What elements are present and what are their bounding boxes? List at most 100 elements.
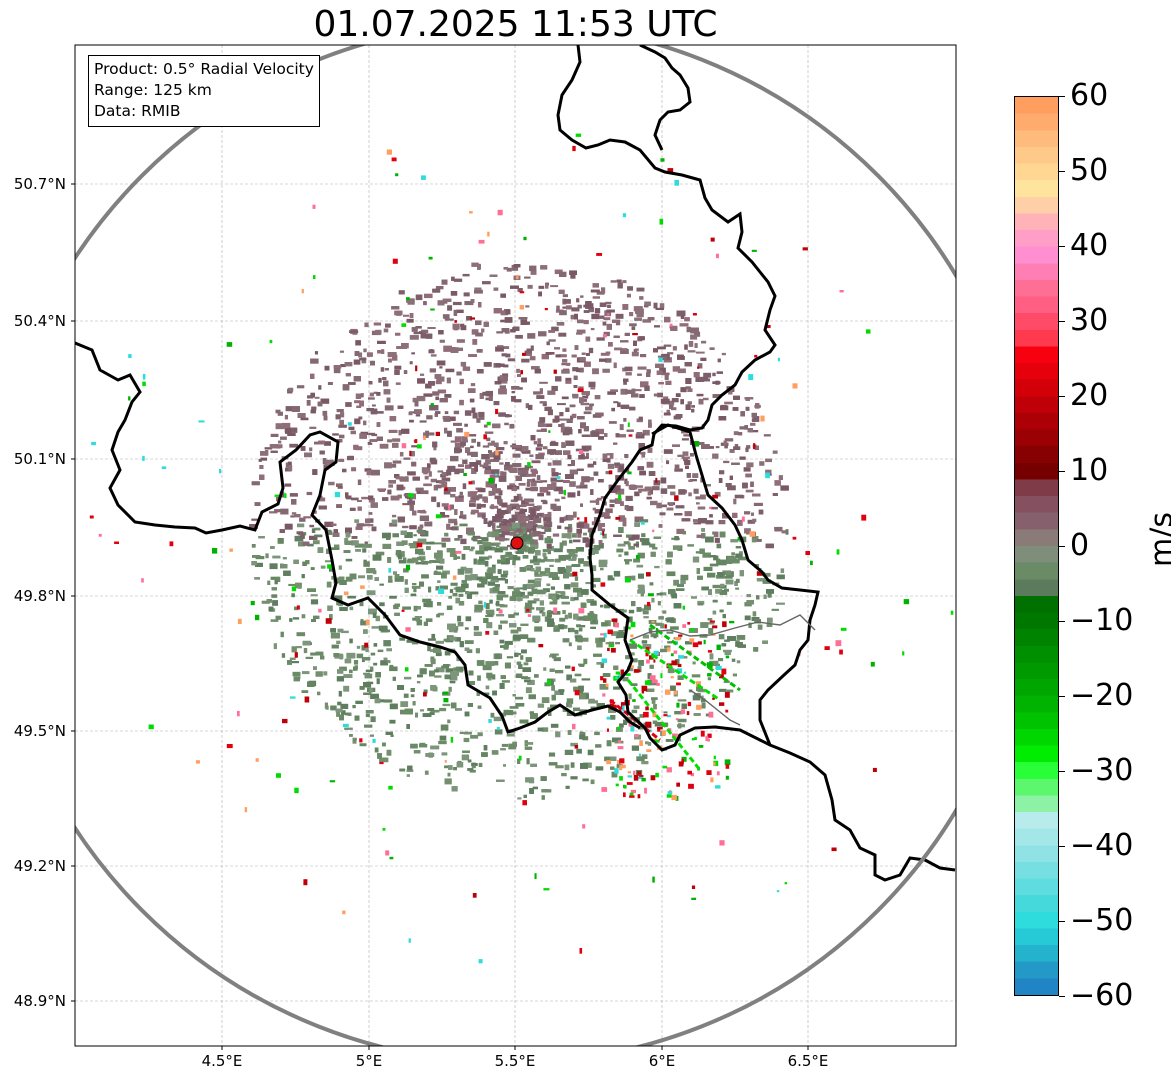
echo-cell <box>538 291 542 297</box>
echo-cell <box>504 579 508 584</box>
echo-cell <box>641 533 646 538</box>
echo-cell <box>613 362 617 369</box>
echo-cell <box>557 403 566 406</box>
echo-cell <box>576 485 583 489</box>
echo-cell <box>370 666 374 672</box>
echo-cell <box>433 446 437 451</box>
echo-cell <box>625 389 635 394</box>
echo-cell <box>469 548 474 552</box>
echo-cell <box>328 481 335 486</box>
echo-cell <box>567 492 576 498</box>
echo-cell <box>702 552 711 558</box>
echo-cell <box>459 667 463 670</box>
echo-cell <box>485 661 495 666</box>
echo-cell <box>563 299 571 304</box>
echo-cell <box>588 381 596 388</box>
echo-cell <box>559 354 567 358</box>
echo-cell <box>277 411 283 416</box>
echo-cell <box>494 495 502 500</box>
echo-cell <box>380 660 388 666</box>
echo-cell <box>480 556 490 560</box>
echo-cell <box>499 523 506 527</box>
echo-cell <box>556 479 564 483</box>
echo-cell <box>435 396 439 401</box>
echo-cell <box>577 645 582 650</box>
echo-cell <box>544 537 549 543</box>
echo-cell <box>411 352 415 355</box>
echo-cell <box>638 336 645 341</box>
echo-cell <box>386 537 391 540</box>
echo-cell <box>555 591 565 594</box>
echo-cell <box>657 601 661 606</box>
echo-cell <box>585 694 589 699</box>
echo-cell <box>421 329 429 334</box>
echo-cell <box>366 568 376 574</box>
echo-cell <box>684 511 692 517</box>
echo-cell <box>519 446 529 452</box>
echo-cell <box>561 533 569 539</box>
echo-cell <box>284 414 288 420</box>
echo-cell <box>542 789 552 793</box>
echo-cell <box>533 555 538 562</box>
echo-cell <box>609 504 615 508</box>
echo-cell <box>461 553 466 560</box>
echo-cell <box>581 445 589 452</box>
echo-cell <box>685 404 691 410</box>
echo-cell <box>270 576 280 580</box>
echo-cell <box>687 401 692 405</box>
echo-cell <box>475 648 480 654</box>
echo-cell <box>536 607 545 611</box>
echo-cell <box>251 481 260 486</box>
echo-cell <box>565 440 575 446</box>
echo-cell <box>521 504 528 507</box>
echo-cell <box>658 524 663 528</box>
echo-cell <box>310 409 316 414</box>
echo-cell <box>368 397 375 400</box>
echo-cell <box>630 652 635 656</box>
echo-cell <box>435 380 442 385</box>
echo-cell <box>450 416 456 421</box>
echo-cell <box>573 539 581 543</box>
echo-cell <box>642 610 649 615</box>
echo-cell <box>539 417 546 423</box>
echo-cell <box>683 458 689 462</box>
echo-cell <box>622 280 627 284</box>
echo-cell <box>285 428 292 434</box>
echo-cell <box>406 318 414 323</box>
echo-cell <box>772 493 778 496</box>
echo-cell <box>663 344 672 347</box>
echo-cell <box>360 620 368 626</box>
echo-cell <box>408 411 413 416</box>
echo-cell <box>329 567 333 572</box>
echo-cell <box>378 377 382 383</box>
echo-cell <box>532 478 536 483</box>
echo-cell <box>602 368 610 373</box>
echo-cell <box>454 436 462 443</box>
echo-cell <box>602 533 607 539</box>
echo-cell <box>724 575 733 579</box>
echo-cell <box>417 674 423 678</box>
echo-cell <box>378 699 385 703</box>
echo-cell <box>719 688 727 692</box>
echo-cell <box>766 589 774 594</box>
echo-cell <box>697 600 705 605</box>
echo-cell <box>642 319 651 323</box>
echo-cell <box>726 601 732 605</box>
echo-cell <box>439 735 447 741</box>
echo-cell <box>386 749 392 756</box>
echo-cell <box>701 698 706 703</box>
echo-cell <box>573 511 577 518</box>
echo-cell <box>537 727 544 732</box>
echo-cell <box>346 652 356 659</box>
echo-cell <box>581 434 591 437</box>
echo-cell <box>508 414 512 418</box>
echo-cell <box>731 462 740 465</box>
echo-cell <box>495 346 504 352</box>
echo-cell <box>403 693 409 698</box>
echo-cell <box>338 458 345 462</box>
echo-cell <box>294 606 298 611</box>
echo-cell <box>324 560 332 563</box>
echo-cell <box>559 518 564 523</box>
echo-cell <box>320 565 326 569</box>
echo-cell <box>273 643 277 650</box>
